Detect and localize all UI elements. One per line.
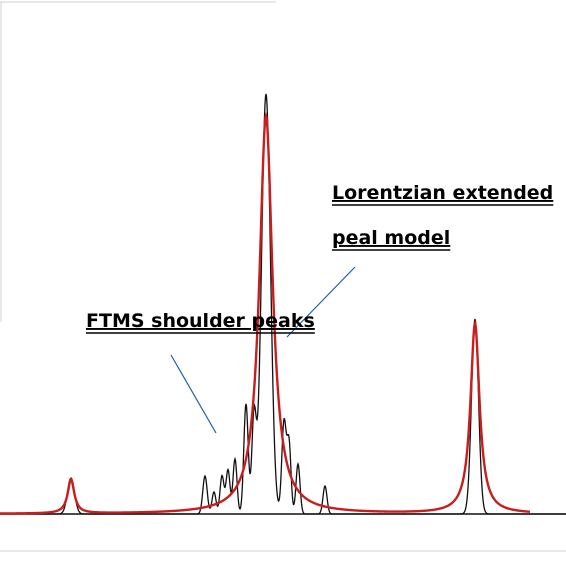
ftms-measured-spectrum <box>0 93 566 515</box>
shoulder-leader-line <box>170 354 217 434</box>
annotation-lorentzian-line2: peal model <box>332 227 450 249</box>
lorentzian-model-curve <box>0 111 531 515</box>
annotation-lorentzian-line1: Lorentzian extended <box>332 182 553 204</box>
annotation-shoulder-peaks: FTMS shoulder peaks <box>86 310 315 332</box>
model-leader-line <box>286 266 356 338</box>
